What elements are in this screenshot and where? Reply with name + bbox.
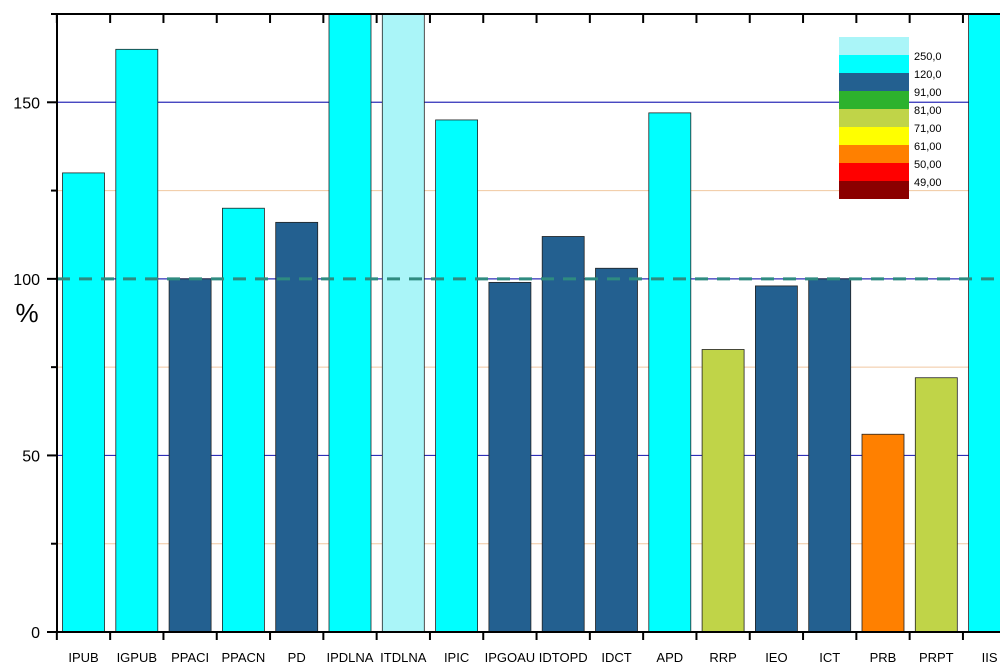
- category-label: IPIC: [444, 650, 469, 665]
- bar-pd: [275, 221, 319, 633]
- bar-ppacn: [221, 207, 265, 633]
- legend-swatch: [839, 91, 909, 109]
- bar-idtopd: [541, 236, 585, 633]
- bar-ieo: [755, 285, 798, 633]
- legend-label: 120,0: [914, 69, 942, 81]
- legend-swatch: [839, 73, 909, 91]
- category-label: APD: [656, 650, 683, 665]
- bar-ppaci: [168, 278, 212, 633]
- y-tick-label: 0: [31, 625, 40, 642]
- bar-idct: [595, 267, 638, 633]
- category-label: IDCT: [601, 650, 631, 665]
- bar-ipub: [62, 172, 105, 633]
- bar-ipgoau: [488, 281, 532, 633]
- y-tick-label: 100: [13, 272, 40, 289]
- category-label: PPACI: [171, 650, 209, 665]
- legend-label: 71,00: [914, 123, 942, 135]
- category-label: RRP: [709, 650, 736, 665]
- bar-itdlna: [381, 13, 425, 633]
- legend-label: 61,00: [914, 141, 942, 153]
- legend-swatch: [839, 37, 909, 55]
- legend: 250,0 120,0 91,00 81,00 71,00 61,00 50,00 49,00: [839, 37, 942, 199]
- bar-ipic: [435, 119, 479, 633]
- bar-prpt: [914, 377, 958, 633]
- legend-swatch: [839, 181, 909, 199]
- category-label: IPGOAU: [485, 650, 536, 665]
- legend-swatch: [839, 163, 909, 181]
- bar-rrp: [701, 349, 745, 633]
- category-labels: IPUB IGPUB PPACI PPACN PD IPDLNA ITDLNA IPIC IPG…: [68, 650, 998, 665]
- category-label: ICT: [819, 650, 840, 665]
- category-label: ITDLNA: [380, 650, 427, 665]
- category-label: IGPUB: [117, 650, 157, 665]
- bars: [62, 13, 1000, 633]
- bar-igpub: [115, 48, 159, 633]
- legend-label: 50,00: [914, 159, 942, 171]
- category-label: PRB: [870, 650, 897, 665]
- legend-label: 250,0: [914, 51, 942, 63]
- legend-swatch: [839, 109, 909, 127]
- category-label: PPACN: [221, 650, 265, 665]
- bar-ict: [808, 278, 852, 633]
- bar-prb: [861, 433, 905, 633]
- legend-label: 49,00: [914, 177, 942, 189]
- category-label: PRPT: [919, 650, 954, 665]
- y-tick-label: 150: [13, 95, 40, 112]
- bar-iis: [968, 13, 1000, 633]
- bar-apd: [648, 112, 692, 633]
- legend-swatch: [839, 127, 909, 145]
- category-label: IIS: [982, 650, 998, 665]
- legend-swatch: [839, 55, 909, 73]
- bar-ipdlna: [328, 13, 372, 633]
- category-label: IPDLNA: [327, 650, 374, 665]
- y-tick-label: 50: [22, 448, 40, 465]
- category-label: IPUB: [68, 650, 98, 665]
- axes: [47, 13, 1000, 640]
- legend-label: 91,00: [914, 87, 942, 99]
- legend-swatch: [839, 145, 909, 163]
- tick-labels: 0 50 100 150: [13, 95, 40, 642]
- y-axis-label: %: [15, 298, 38, 328]
- category-label: IEO: [765, 650, 787, 665]
- category-label: IDTOPD: [539, 650, 588, 665]
- category-label: PD: [288, 650, 306, 665]
- legend-label: 81,00: [914, 105, 942, 117]
